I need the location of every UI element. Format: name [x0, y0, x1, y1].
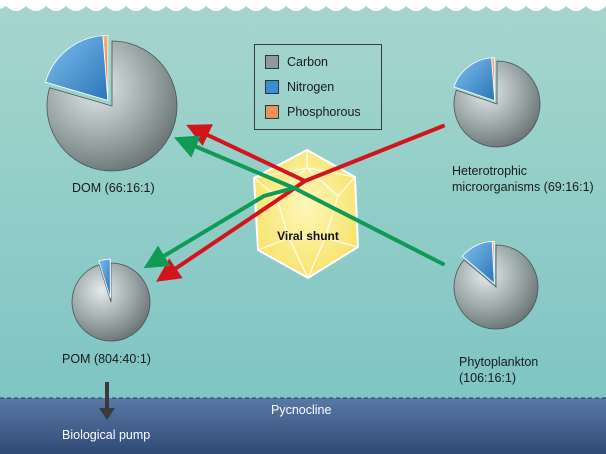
nitrogen-slice — [44, 35, 109, 101]
phytoplankton-pie-chart — [453, 240, 539, 330]
legend-item-carbon: Carbon — [265, 53, 328, 71]
flux-arrows — [143, 124, 445, 282]
green-arrow-phyto-to-pom — [143, 186, 296, 269]
carbon-swatch — [265, 55, 279, 69]
legend-item-phosphorous: Phosphorous — [265, 103, 361, 121]
legend: Carbon Nitrogen Phosphorous — [254, 44, 382, 130]
nitrogen-swatch — [265, 80, 279, 94]
dom-pie-chart — [44, 34, 178, 172]
dom-label: DOM (66:16:1) — [72, 181, 155, 195]
heterotroph-label-line2: microorganisms (69:16:1) — [452, 180, 594, 194]
phytoplankton-label-line1: Phytoplankton — [459, 355, 539, 369]
pom-pie-chart — [71, 258, 151, 342]
surface-waves — [0, 0, 606, 11]
carbon-slice — [453, 60, 541, 148]
pom-label: POM (804:40:1) — [62, 352, 151, 366]
heterotroph-pie-chart — [453, 57, 541, 148]
legend-label-nitrogen: Nitrogen — [287, 80, 335, 94]
legend-item-nitrogen: Nitrogen — [265, 78, 334, 96]
nitrogen-slice — [461, 241, 495, 285]
phytoplankton-label-line2: (106:16:1) — [459, 371, 516, 385]
carbon-slice — [71, 262, 151, 342]
legend-label-carbon: Carbon — [287, 55, 328, 69]
pycnocline-label: Pycnocline — [271, 403, 332, 417]
nitrogen-slice — [453, 57, 496, 102]
biological-pump-label: Biological pump — [62, 428, 151, 442]
carbon-slice — [453, 244, 539, 330]
viral-shunt-label: Viral shunt — [277, 229, 339, 243]
deep-water — [0, 398, 606, 454]
arrow-down-icon — [99, 382, 115, 420]
carbon-slice — [46, 40, 178, 172]
phosphorous-swatch — [265, 105, 279, 119]
heterotroph-label-line1: Heterotrophic — [452, 164, 528, 178]
nitrogen-slice — [98, 258, 111, 299]
legend-label-phosphorous: Phosphorous — [287, 105, 361, 119]
